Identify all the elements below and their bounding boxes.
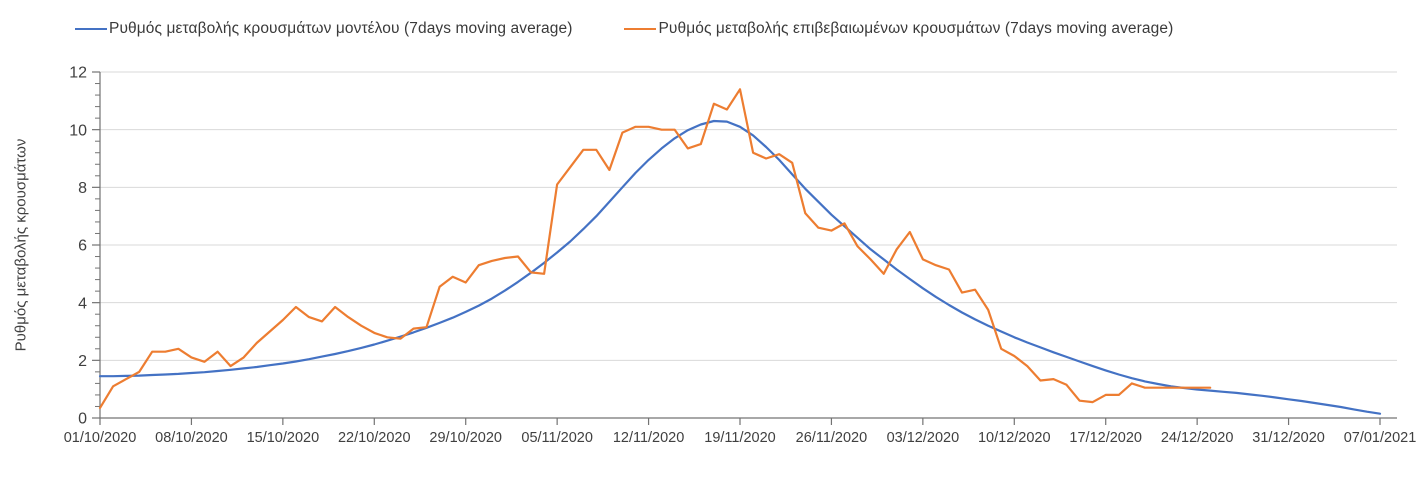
x-tick-label: 05/11/2020 (521, 430, 593, 446)
legend-label-model: Ρυθμός μεταβολής κρουσμάτων μοντέλου (7d… (109, 20, 573, 37)
legend-label-confirmed: Ρυθμός μεταβολής επιβεβαιωμένων κρουσμάτ… (658, 20, 1174, 37)
x-tick-label: 07/01/2021 (1344, 430, 1417, 446)
x-tick-label: 22/10/2020 (338, 430, 411, 446)
x-tick-label: 08/10/2020 (155, 430, 228, 446)
x-tick-label: 12/11/2020 (613, 430, 685, 446)
x-tick-label: 03/12/2020 (887, 430, 960, 446)
x-tick-label: 29/10/2020 (429, 430, 502, 446)
y-tick-label: 2 (78, 353, 87, 370)
y-tick-label: 12 (69, 65, 87, 82)
model-series-line (98, 119, 1382, 415)
legend-item-confirmed: Ρυθμός μεταβολής επιβεβαιωμένων κρουσμάτ… (624, 20, 1173, 38)
x-tick-label: 15/10/2020 (247, 430, 320, 446)
y-tick-label: 8 (78, 180, 87, 197)
y-tick-label: 6 (78, 238, 87, 255)
legend-item-model: Ρυθμός μεταβολής κρουσμάτων μοντέλου (7d… (75, 20, 572, 38)
x-tick-label: 01/10/2020 (64, 430, 137, 446)
y-tick-label: 10 (69, 122, 87, 139)
confirmed-series-line (98, 88, 1212, 409)
x-tick-label: 17/12/2020 (1069, 430, 1142, 446)
x-tick-label: 26/11/2020 (796, 430, 868, 446)
y-tick-label: 4 (78, 295, 87, 312)
x-tick-label: 31/12/2020 (1252, 430, 1325, 446)
legend: Ρυθμός μεταβολής κρουσμάτων μοντέλου (7d… (75, 20, 1173, 38)
x-tick-label: 24/12/2020 (1161, 430, 1234, 446)
model-series-line-icon (75, 28, 107, 30)
x-tick-label: 19/11/2020 (704, 430, 776, 446)
x-tick-label: 10/12/2020 (978, 430, 1051, 446)
confirmed-series-line-icon (624, 28, 657, 30)
y-tick-label: 0 (78, 411, 87, 428)
